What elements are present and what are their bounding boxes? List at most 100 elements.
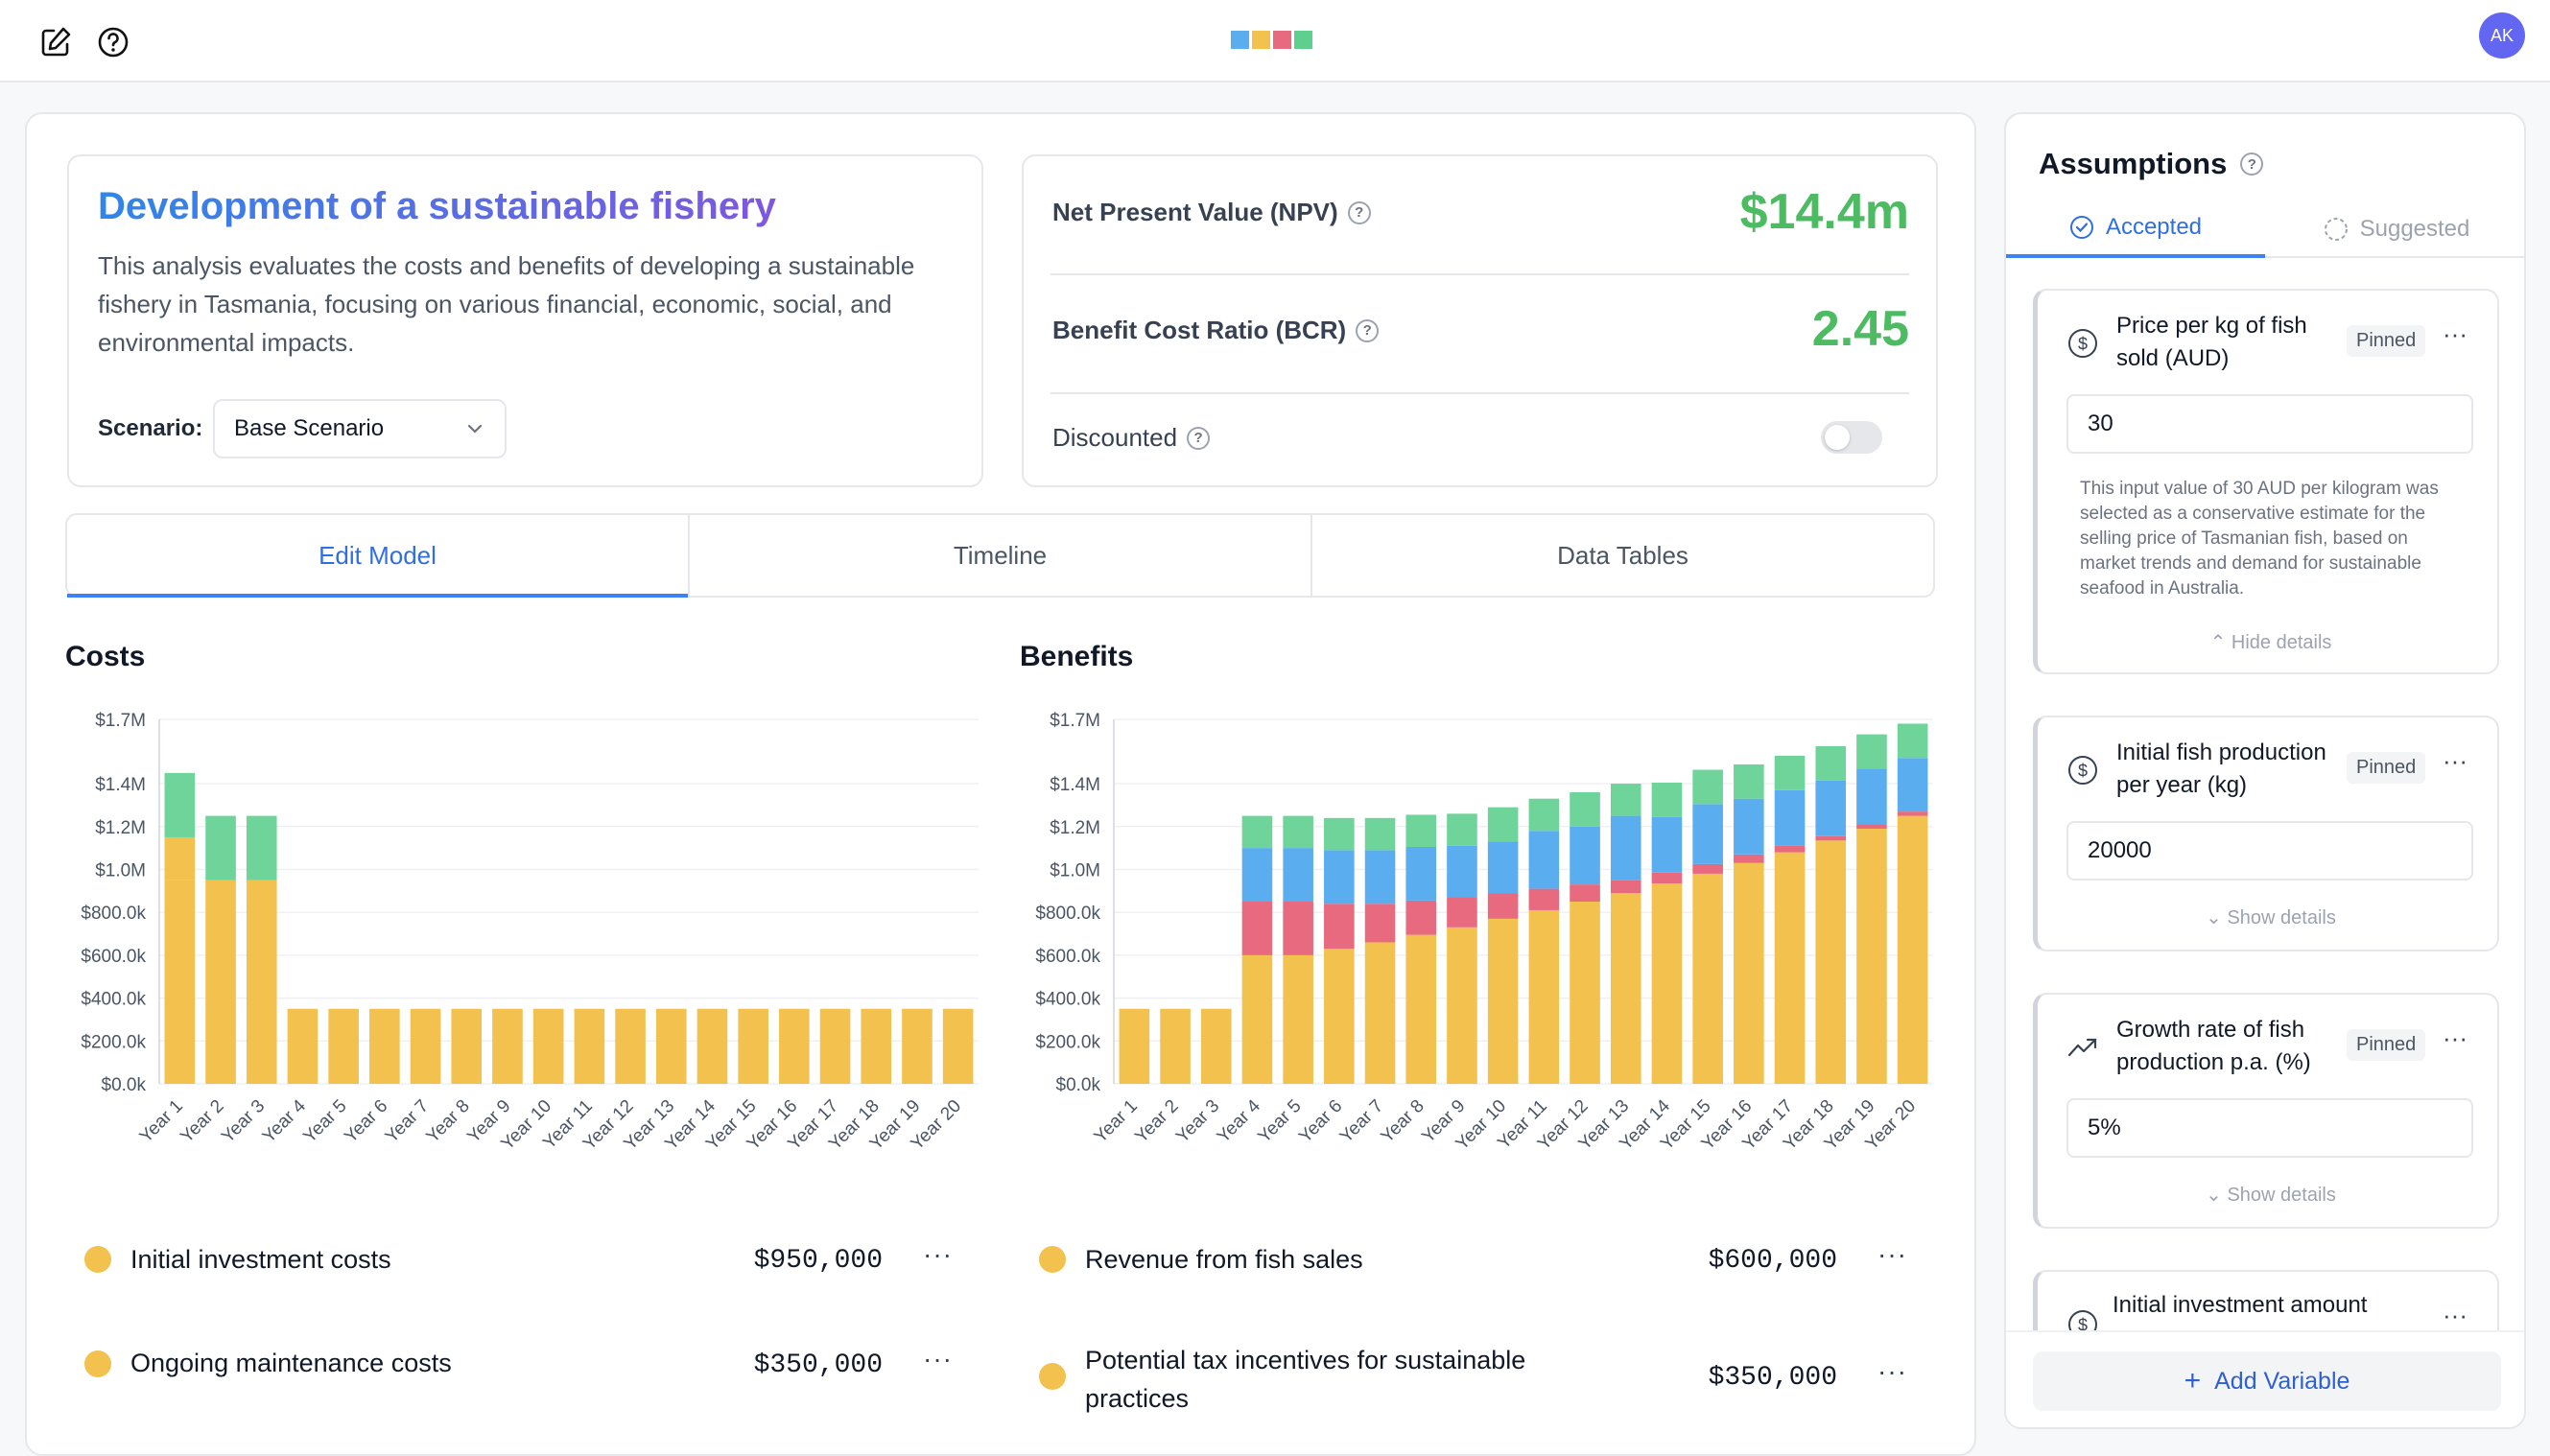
bar-segment[interactable] [1570,902,1600,1084]
bar-segment[interactable] [1651,816,1683,873]
bar-segment[interactable] [1815,835,1847,841]
bar-segment[interactable] [1283,815,1313,849]
bar-segment[interactable] [1774,756,1806,790]
bar-segment[interactable] [1447,897,1477,928]
bar-segment[interactable] [1487,918,1519,1084]
bar-segment[interactable] [1528,798,1560,832]
bar-segment[interactable] [779,1008,810,1084]
bar-segment[interactable] [1528,909,1560,1084]
bar-segment[interactable] [615,1008,646,1084]
tab-suggested[interactable]: Suggested [2265,200,2524,258]
add-variable-button[interactable]: + Add Variable [2033,1351,2501,1411]
bar-segment[interactable] [205,880,236,1084]
bar-segment[interactable] [328,1008,359,1084]
bar-segment[interactable] [1692,873,1723,1084]
bar-segment[interactable] [1897,811,1928,816]
bar-segment[interactable] [1734,854,1764,863]
bar-segment[interactable] [1405,847,1437,901]
bar-segment[interactable] [287,1008,319,1084]
assumption-value-input[interactable]: 30 [2066,394,2473,454]
bar-segment[interactable] [819,1008,851,1084]
bar-segment[interactable] [164,836,196,881]
bar-segment[interactable] [369,1008,400,1084]
bar-segment[interactable] [1856,824,1887,829]
bar-segment[interactable] [1815,780,1847,836]
bar-segment[interactable] [1570,884,1600,902]
bar-segment[interactable] [1774,845,1806,853]
help-icon[interactable] [94,23,132,61]
bar-segment[interactable] [1856,829,1887,1084]
bar-segment[interactable] [1487,893,1519,919]
bar-segment[interactable] [1241,902,1273,955]
more-options-icon[interactable]: ··· [2443,1301,2467,1329]
bar-segment[interactable] [1651,883,1683,1084]
bar-segment[interactable] [492,1008,523,1084]
bar-segment[interactable] [697,1008,728,1084]
bar-segment[interactable] [1856,734,1887,769]
more-options-icon[interactable]: ··· [923,1239,953,1269]
bar-segment[interactable] [1324,949,1355,1084]
bar-segment[interactable] [1364,817,1396,851]
bar-segment[interactable] [1405,814,1437,847]
bar-segment[interactable] [1324,817,1355,851]
tab-accepted[interactable]: Accepted [2006,200,2265,258]
bar-segment[interactable] [1692,769,1723,805]
bar-segment[interactable] [1570,792,1600,827]
show-details-toggle[interactable]: ⌄ Show details [2038,905,2504,929]
tab-edit-model[interactable]: Edit Model [67,515,690,598]
bar-segment[interactable] [1734,862,1764,1084]
more-options-icon[interactable]: ··· [1877,1356,1907,1386]
bar-segment[interactable] [410,1008,441,1084]
bar-segment[interactable] [1570,826,1600,885]
bar-segment[interactable] [1856,768,1887,825]
bar-segment[interactable] [164,772,196,837]
avatar[interactable]: AK [2479,12,2525,59]
bar-segment[interactable] [1774,852,1806,1084]
bar-segment[interactable] [246,815,277,881]
bar-segment[interactable] [1528,831,1560,889]
bar-segment[interactable] [1897,758,1928,812]
bar-segment[interactable] [738,1008,768,1084]
bar-segment[interactable] [1364,904,1396,943]
more-options-icon[interactable]: ··· [923,1344,953,1374]
bar-segment[interactable] [532,1008,564,1084]
bar-segment[interactable] [1324,904,1355,950]
assumption-value-input[interactable]: 5% [2066,1098,2473,1158]
bar-segment[interactable] [1324,850,1355,904]
bar-segment[interactable] [1119,1008,1150,1084]
bar-segment[interactable] [1241,848,1273,902]
bar-segment[interactable] [451,1008,483,1084]
bar-segment[interactable] [902,1008,933,1084]
bar-segment[interactable] [164,880,196,1084]
bar-segment[interactable] [1283,954,1313,1084]
bar-segment[interactable] [1364,850,1396,904]
bar-segment[interactable] [1283,848,1313,902]
bar-segment[interactable] [1774,789,1806,846]
bar-segment[interactable] [246,880,277,1084]
more-options-icon[interactable]: ··· [2443,1023,2467,1052]
bar-segment[interactable] [1610,893,1641,1084]
more-options-icon[interactable]: ··· [2443,319,2467,348]
bar-segment[interactable] [1692,804,1723,864]
bar-segment[interactable] [1447,927,1477,1084]
bar-segment[interactable] [1487,841,1519,894]
help-icon[interactable]: ? [1187,426,1211,450]
discounted-toggle[interactable] [1821,421,1882,454]
bar-segment[interactable] [1897,815,1928,1084]
tab-timeline[interactable]: Timeline [690,515,1312,596]
bar-segment[interactable] [1815,840,1847,1084]
bar-segment[interactable] [1283,902,1313,955]
bar-segment[interactable] [1447,845,1477,898]
edit-icon[interactable] [36,23,75,61]
help-icon[interactable]: ? [2240,153,2264,176]
bar-segment[interactable] [205,815,236,881]
scenario-select[interactable]: Base Scenario [213,399,507,458]
bar-segment[interactable] [861,1008,892,1084]
bar-segment[interactable] [574,1008,605,1084]
bar-segment[interactable] [1897,723,1928,759]
bar-segment[interactable] [1364,942,1396,1084]
help-icon[interactable]: ? [1347,200,1371,224]
bar-segment[interactable] [1160,1008,1191,1084]
bar-segment[interactable] [1692,863,1723,874]
bar-segment[interactable] [942,1008,974,1084]
